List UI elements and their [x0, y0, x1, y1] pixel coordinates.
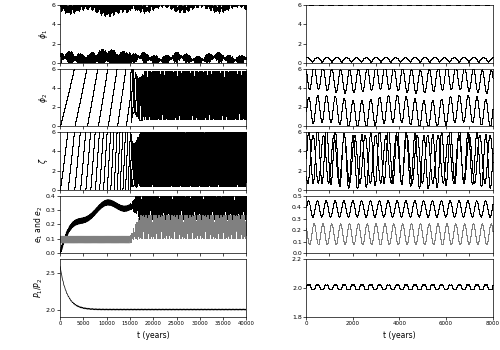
Y-axis label: $P_1/P_2$: $P_1/P_2$	[32, 278, 44, 298]
X-axis label: t (years): t (years)	[383, 331, 416, 341]
Y-axis label: $e_1$ and $e_2$: $e_1$ and $e_2$	[32, 206, 44, 243]
Y-axis label: $\phi_2$: $\phi_2$	[38, 93, 51, 103]
Y-axis label: $\phi_1$: $\phi_1$	[38, 29, 51, 39]
Y-axis label: $\zeta$: $\zeta$	[38, 158, 51, 164]
X-axis label: t (years): t (years)	[137, 331, 170, 341]
